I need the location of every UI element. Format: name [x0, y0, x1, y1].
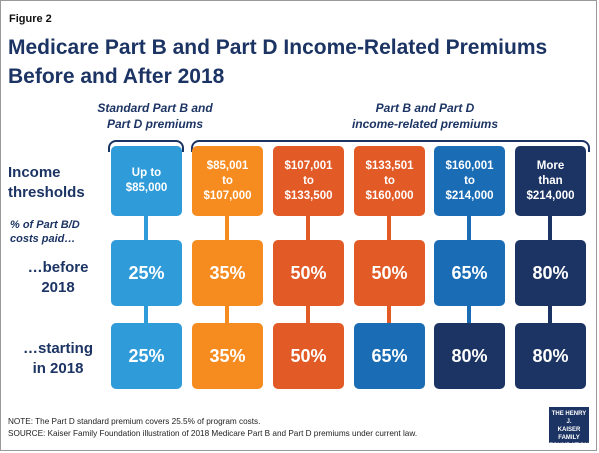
logo-line-3: FAMILY	[558, 435, 580, 441]
threshold-text: to	[464, 174, 475, 187]
threshold-text: $214,000	[526, 189, 575, 202]
starting-2018-percent: 50%	[273, 323, 344, 389]
starting-2018-row-label: …starting in 2018	[6, 339, 110, 379]
before-2018-percent: 50%	[354, 240, 425, 306]
income-related-group-label: Part B and Part D income-related premium…	[240, 100, 599, 132]
standard-group-label-line-2: Part D premiums	[106, 117, 204, 131]
footnotes: NOTE: The Part D standard premium covers…	[8, 416, 417, 440]
income-threshold-box: Up to $85,000	[111, 146, 182, 216]
title-line-2: Before and After 2018	[8, 65, 225, 88]
pct-label-line-1: % of Part B/D	[10, 219, 80, 231]
pct-label-line-2: costs paid…	[10, 233, 76, 245]
starting-2018-percent: 35%	[192, 323, 263, 389]
threshold-text: to	[384, 174, 395, 187]
title-line-1: Medicare Part B and Part D Income-Relate…	[8, 36, 548, 59]
threshold-text: $107,001	[284, 159, 333, 172]
kff-logo: THE HENRY J. KAISER FAMILY FOUNDATION	[549, 407, 589, 449]
percent-costs-paid-label: % of Part B/D costs paid…	[10, 218, 80, 246]
threshold-text: $160,001	[445, 159, 494, 172]
before-2018-percent: 35%	[192, 240, 263, 306]
before-2018-percent: 50%	[273, 240, 344, 306]
threshold-text: $85,001	[206, 159, 249, 172]
figure-label: Figure 2	[9, 13, 52, 25]
starting-label-line-1: …starting	[22, 340, 93, 357]
starting-2018-percent: 65%	[354, 323, 425, 389]
threshold-text: to	[303, 174, 314, 187]
income-label-line-2: thresholds	[8, 184, 85, 201]
income-threshold-box: $133,501 to $160,000	[354, 146, 425, 216]
threshold-text: $160,000	[365, 189, 414, 202]
threshold-text: $133,501	[365, 159, 414, 172]
income-related-group-label-line-1: Part B and Part D	[375, 101, 475, 115]
before-2018-percent: 25%	[111, 240, 182, 306]
income-thresholds-row-label: Income thresholds	[8, 163, 103, 203]
starting-2018-percent: 80%	[434, 323, 505, 389]
before-label-line-1: …before	[27, 259, 89, 276]
income-label-line-1: Income	[8, 164, 61, 181]
threshold-text: to	[222, 174, 233, 187]
logo-line-2: KAISER	[557, 427, 581, 433]
threshold-text: $133,500	[284, 189, 333, 202]
starting-2018-percent: 80%	[515, 323, 586, 389]
threshold-text: than	[538, 174, 563, 187]
before-2018-percent: 65%	[434, 240, 505, 306]
threshold-text: Up to	[131, 167, 162, 179]
before-2018-percent: 80%	[515, 240, 586, 306]
before-label-line-2: 2018	[41, 279, 75, 296]
note-text: NOTE: The Part D standard premium covers…	[8, 417, 261, 426]
income-threshold-box: $85,001 to $107,000	[192, 146, 263, 216]
standard-group-label-line-1: Standard Part B and	[97, 101, 213, 115]
starting-label-line-2: in 2018	[32, 360, 84, 377]
threshold-text: More	[536, 159, 565, 172]
source-text: SOURCE: Kaiser Family Foundation illustr…	[8, 429, 418, 438]
standard-group-bracket	[108, 140, 184, 152]
threshold-text: $85,000	[125, 182, 168, 194]
threshold-text: $107,000	[203, 189, 252, 202]
income-threshold-box: $160,001 to $214,000	[434, 146, 505, 216]
threshold-text: $214,000	[445, 189, 494, 202]
income-threshold-box: More than $214,000	[515, 146, 586, 216]
figure-title: Medicare Part B and Part D Income-Relate…	[8, 33, 588, 91]
logo-line-4: FOUNDATION	[549, 443, 589, 449]
logo-line-1: THE HENRY J.	[551, 411, 587, 425]
income-related-group-bracket	[191, 140, 590, 152]
income-threshold-box: $107,001 to $133,500	[273, 146, 344, 216]
income-related-group-label-line-2: income-related premiums	[351, 117, 499, 131]
starting-2018-percent: 25%	[111, 323, 182, 389]
standard-group-label: Standard Part B and Part D premiums	[70, 100, 240, 132]
before-2018-row-label: …before 2018	[8, 258, 108, 298]
